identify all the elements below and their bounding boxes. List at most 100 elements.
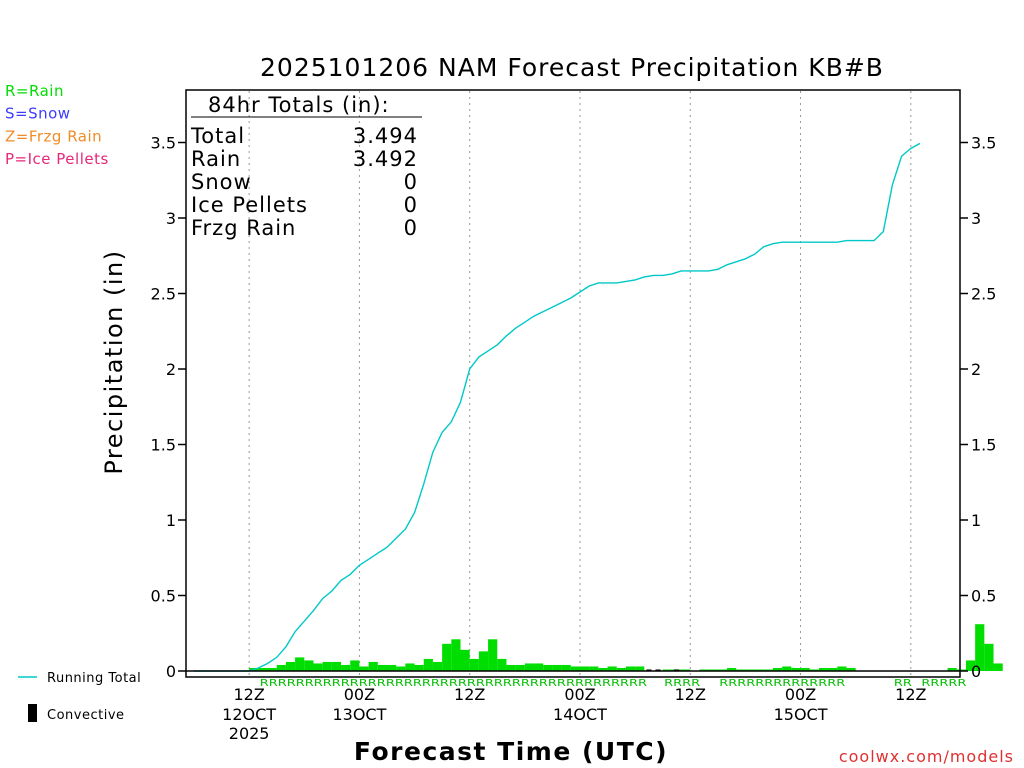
precip-bar <box>469 658 479 671</box>
precip-bar <box>607 666 617 671</box>
precip-bar <box>276 664 286 671</box>
x-tick-date: 14OCT <box>553 705 607 724</box>
precip-bar <box>818 667 829 671</box>
convective-legend-label: Convective <box>47 708 125 723</box>
totals-row-label: Ice Pellets <box>191 193 308 217</box>
precip-bar <box>304 660 314 671</box>
precip-bar <box>396 666 406 671</box>
precip-bar <box>699 669 709 671</box>
totals-row-value: 0 <box>404 216 418 240</box>
precip-bar <box>515 664 525 671</box>
y-axis-right: 0 0.5 1 1.5 2 2.5 3 3.5 <box>960 134 996 681</box>
chart-title: 2025101206 NAM Forecast Precipitation KB… <box>260 53 884 82</box>
running-total-line <box>194 142 921 672</box>
totals-row-label: Frzg Rain <box>191 216 296 240</box>
precip-bar <box>451 639 461 671</box>
plot-frame <box>185 89 961 678</box>
x-tick-date: 15OCT <box>774 705 828 724</box>
totals-row-label: Total <box>190 124 245 148</box>
ptype-label: RRRRRRRRRRRRRRRRRRRRRRRRRRRRRRRRRRRRRRRR… <box>260 678 647 689</box>
ptype-label: RRRR <box>664 678 700 689</box>
precip-bar <box>828 667 838 671</box>
precip-bar <box>772 667 783 671</box>
ptype-label: RR <box>894 678 912 689</box>
precip-bar <box>267 667 277 671</box>
precip-type-legend: R=Rain S=Snow Z=Frzg Rain P=Ice Pellets <box>5 82 108 168</box>
totals-row-label: Snow <box>191 170 252 194</box>
y-tick-label-right: 3 <box>971 209 981 228</box>
precip-bar <box>616 667 626 671</box>
y-tick-label-right: 1.5 <box>971 436 996 455</box>
precip-bar <box>478 651 489 671</box>
vertical-gridlines <box>248 91 912 676</box>
x-tick-date: 13OCT <box>332 705 386 724</box>
y-tick-label-right: 1 <box>971 511 981 530</box>
precip-bar <box>579 666 590 671</box>
y-tick-label-right: 0.5 <box>971 587 996 606</box>
precip-bar <box>460 649 470 671</box>
y-tick-label-left: 2.5 <box>151 285 176 304</box>
precip-bar <box>295 657 305 671</box>
convective-bar <box>673 669 680 671</box>
x-tick-label: 12Z <box>454 685 485 704</box>
y-tick-label-right: 2 <box>971 360 981 379</box>
convective-bar <box>655 669 661 671</box>
y-tick-label-left: 2 <box>166 360 176 379</box>
x-tick-label: 12Z <box>233 685 264 704</box>
precip-bar <box>681 669 691 671</box>
precip-bar <box>736 669 746 671</box>
y-tick-label-right: 3.5 <box>971 134 996 153</box>
ptype-legend-item: R=Rain <box>5 82 64 100</box>
y-tick-label-left: 3 <box>166 209 176 228</box>
x-axis-label: Forecast Time (UTC) <box>354 737 668 766</box>
precip-bar <box>809 669 819 671</box>
precip-bar <box>497 658 507 671</box>
precip-bar <box>322 661 332 671</box>
x-tick-year: 2025 <box>229 724 270 743</box>
totals-box: 84hr Totals (in): Total 3.494 Rain 3.492 Sno… <box>190 93 422 240</box>
totals-row-value: 0 <box>404 193 418 217</box>
line-legend: Running Total Convective <box>18 671 141 723</box>
precip-bar <box>782 666 792 671</box>
precip-bar <box>414 664 424 671</box>
precip-bar <box>635 666 645 671</box>
y-tick-label-left: 3.5 <box>151 134 176 153</box>
precip-bar <box>965 660 976 671</box>
credit-link[interactable]: coolwx.com/models <box>839 747 1014 766</box>
precip-bar <box>350 660 360 671</box>
precip-bar <box>543 664 553 671</box>
hourly-precip-bars <box>249 624 1003 671</box>
precip-bar <box>800 667 810 671</box>
x-tick-label: 00Z <box>785 685 816 704</box>
running-total-legend-label: Running Total <box>47 671 141 686</box>
x-tick-label: 00Z <box>344 685 375 704</box>
y-axis-left: 0 0.5 1 1.5 2 2.5 3 3.5 <box>151 134 186 681</box>
precip-bar <box>984 643 994 671</box>
precip-bar <box>341 664 351 671</box>
precip-bar <box>285 661 296 671</box>
y-tick-label-right: 0 <box>971 662 981 681</box>
precip-bar <box>534 663 544 671</box>
precip-bar <box>708 669 718 671</box>
totals-row-value: 0 <box>404 170 418 194</box>
y-tick-label-right: 2.5 <box>971 285 996 304</box>
convective-legend-swatch <box>28 704 37 722</box>
ptype-legend-item: Z=Frzg Rain <box>5 127 102 145</box>
convective-bars <box>646 669 680 671</box>
precip-bar <box>727 667 737 671</box>
precip-bar <box>258 667 268 671</box>
precip-bar <box>359 666 369 671</box>
precip-bar <box>570 666 580 671</box>
precip-bar <box>947 667 957 671</box>
totals-row-label: Rain <box>191 147 241 171</box>
precip-bar <box>956 669 966 671</box>
precip-bar <box>313 663 323 671</box>
totals-row-value: 3.492 <box>353 147 418 171</box>
precip-bar <box>405 663 415 671</box>
precip-bar <box>368 661 378 671</box>
y-tick-label-left: 0 <box>166 662 176 681</box>
precip-bar <box>552 664 562 671</box>
ptype-legend-item: S=Snow <box>5 105 71 123</box>
